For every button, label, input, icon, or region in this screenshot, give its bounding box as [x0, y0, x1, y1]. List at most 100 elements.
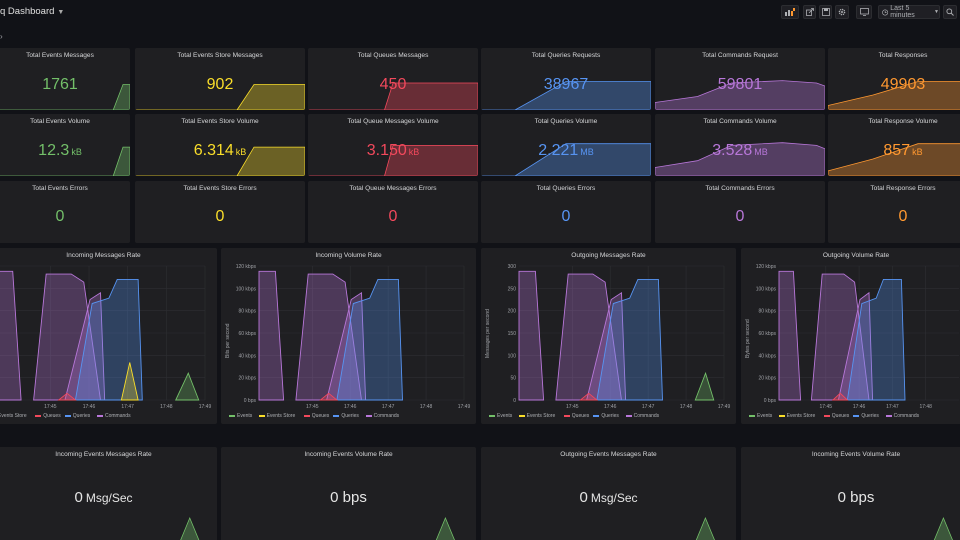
legend-label: Queues [311, 413, 330, 419]
sparkline-area [695, 516, 715, 540]
stat-panel[interactable]: Total Responses 49903 [828, 48, 960, 110]
legend-label: Queues [43, 413, 61, 419]
legend-swatch [749, 415, 755, 417]
graph-panel[interactable]: Outgoing Messages Rate 0 50 100 150 200 250 300… [481, 248, 736, 424]
y-axis-label: Messages per second [485, 309, 491, 358]
stat-panel[interactable]: Incoming Events Volume Rate 0 bps [221, 447, 476, 540]
time-range-picker[interactable]: Last 5 minutes ▼ [878, 5, 940, 19]
stat-panel[interactable]: Total Queries Volume 2.221 MB [481, 114, 651, 176]
share-button[interactable] [803, 5, 816, 19]
sparkline [933, 516, 953, 540]
row-collapse-indicator[interactable]: › [0, 32, 3, 41]
stat-value: 0 [655, 208, 825, 226]
legend-item[interactable]: Events Store [518, 413, 556, 419]
stat-panel[interactable]: Total Response Errors 0 [828, 181, 960, 243]
stat-number: 3.528 [712, 142, 753, 159]
panel-title: Total Events Store Volume [181, 118, 259, 125]
legend-item[interactable]: Events Store [258, 413, 295, 419]
legend-label: Queries [601, 413, 619, 419]
y-tick-label: 60 kbps [758, 331, 776, 337]
stat-panel[interactable]: Total Queue Messages Errors 0 [308, 181, 478, 243]
legend-item[interactable]: Commands [97, 413, 131, 419]
legend-swatch [365, 415, 372, 417]
stat-value: 2.221 MB [481, 142, 651, 160]
tv-mode-button[interactable] [856, 5, 872, 19]
y-tick-label: 300 [508, 264, 517, 270]
stat-panel[interactable]: Total Queue Messages Volume 3.150 kB [308, 114, 478, 176]
legend-item[interactable]: Events Store [0, 413, 27, 419]
chevron-down-icon: ▼ [934, 9, 939, 15]
stat-panel[interactable]: Total Events Store Errors 0 [135, 181, 305, 243]
legend-item[interactable]: Queries [853, 413, 879, 419]
stat-panel[interactable]: Total Commands Request 59801 [655, 48, 825, 110]
stat-panel[interactable]: Incoming Events Messages Rate 0 Msg/Sec [0, 447, 217, 540]
stat-number: 0 [579, 489, 588, 506]
stat-number: 12.3 [38, 142, 70, 159]
settings-icon [838, 8, 846, 16]
legend-item[interactable]: Events [229, 413, 252, 419]
legend-item[interactable]: Events [749, 413, 772, 419]
legend-item[interactable]: Queues [823, 413, 849, 419]
stat-value: 0 [481, 208, 651, 226]
stat-value: 902 [135, 76, 305, 94]
graph-plot: 0 bps 20 kbps 40 kbps 60 kbps 80 kbps 100 kbp… [756, 264, 959, 410]
stat-panel[interactable]: Total Queues Messages 450 [308, 48, 478, 110]
queues-area [57, 392, 77, 401]
stat-panel[interactable]: Total Response Volume 857 kB [828, 114, 960, 176]
sparkline [308, 82, 478, 110]
stat-panel[interactable]: Total Queries Errors 0 [481, 181, 651, 243]
legend-item[interactable]: Queries [593, 413, 619, 419]
stat-number: 59801 [717, 76, 763, 93]
zoom-out-button[interactable] [943, 5, 957, 19]
x-tick-label: 17:45 [44, 404, 57, 410]
stat-panel[interactable]: Total Events Store Volume 6.314 kB [135, 114, 305, 176]
stat-unit: Msg/Sec [590, 491, 638, 505]
queries-area [846, 278, 906, 401]
legend-item[interactable]: Events Store [778, 413, 815, 419]
stat-panel[interactable]: Total Commands Volume 3.528 MB [655, 114, 825, 176]
stat-unit: MB [580, 147, 594, 157]
add-panel-button[interactable] [781, 5, 799, 19]
sparkline [135, 146, 305, 176]
legend-item[interactable]: Commands [365, 413, 399, 419]
stat-panel[interactable]: Total Commands Errors 0 [655, 181, 825, 243]
legend-item[interactable]: Queries [64, 413, 90, 419]
stat-panel[interactable]: Outgoing Events Messages Rate 0 Msg/Sec [481, 447, 736, 540]
queries-area [336, 278, 403, 401]
settings-button[interactable] [835, 5, 849, 19]
stat-panel[interactable]: Total Events Messages 1761 [0, 48, 130, 110]
legend-item[interactable]: Commands [625, 413, 659, 419]
legend-item[interactable]: Queues [563, 413, 589, 419]
legend-label: Events Store [526, 413, 556, 419]
y-tick-label: 200 [508, 309, 517, 315]
y-tick-label: 0 [513, 398, 516, 404]
save-button[interactable] [819, 5, 832, 19]
stat-panel[interactable]: Total Events Volume 12.3 kB [0, 114, 130, 176]
panel-title: Total Commands Errors [705, 185, 775, 192]
dashboard-title-picker[interactable]: q Dashboard ▼ [0, 6, 64, 17]
legend-item[interactable]: Queues [35, 413, 61, 419]
stat-value: 6.314 kB [135, 142, 305, 160]
sparkline-area [135, 84, 305, 110]
legend-swatch [35, 415, 42, 417]
graph-panel[interactable]: Incoming Messages Rate 17:45 17:46 17:47 17:… [0, 248, 217, 424]
legend-item[interactable]: Queues [303, 413, 330, 419]
stat-unit: kB [912, 147, 923, 157]
stat-panel[interactable]: Total Events Errors 0 [0, 181, 130, 243]
graph-legend: Events Events Store Queues Queries Commands [481, 413, 736, 421]
stat-panel[interactable]: Total Events Store Messages 902 [135, 48, 305, 110]
panel-title: Total Events Store Errors [183, 185, 257, 192]
legend-swatch [853, 415, 860, 417]
x-tick-label: 17:46 [344, 404, 357, 410]
stat-unit: MB [754, 147, 768, 157]
legend-item[interactable]: Events [489, 413, 512, 419]
legend-item[interactable]: Queries [333, 413, 359, 419]
graph-panel[interactable]: Incoming Volume Rate 0 bps 20 kbps 40 kbps 6… [221, 248, 476, 424]
graph-panel[interactable]: Outgoing Volume Rate 0 bps 20 kbps 40 kbps 6… [741, 248, 960, 424]
stat-panel[interactable]: Incoming Events Volume Rate 0 bps [741, 447, 960, 540]
panel-title: Total Response Errors [870, 185, 936, 192]
legend-item[interactable]: Commands [885, 413, 919, 419]
stat-panel[interactable]: Total Queries Requests 38967 [481, 48, 651, 110]
x-tick-label: 17:47 [382, 404, 395, 410]
y-tick-label: 250 [508, 286, 517, 292]
